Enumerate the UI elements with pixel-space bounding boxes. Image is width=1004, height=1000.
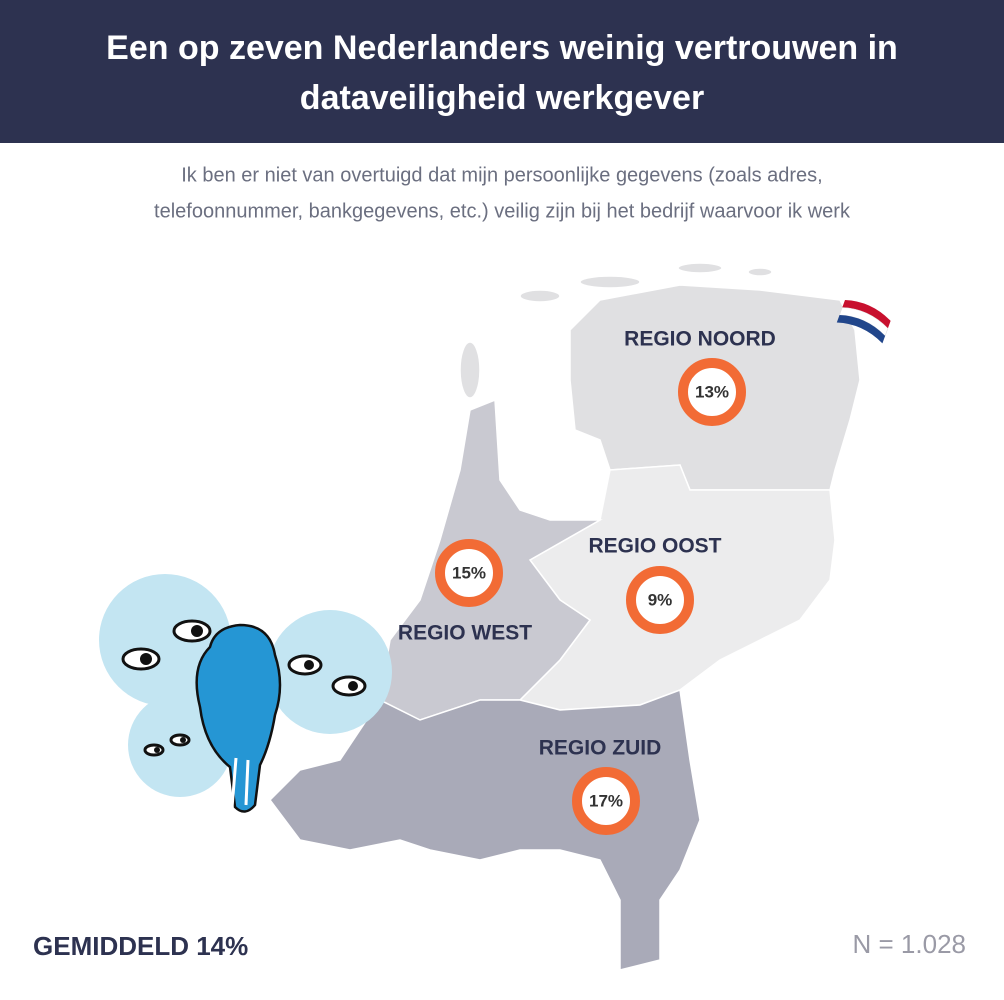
title-line: Een op zeven Nederlanders weinig vertrou… (106, 29, 898, 67)
subtitle-line: Ik ben er niet van overtuigd dat mijn pe… (181, 164, 822, 186)
figure (195, 623, 282, 813)
region-value: 17% (589, 791, 623, 810)
illustration (99, 574, 392, 813)
bubble (268, 610, 392, 734)
region-value: 13% (695, 382, 729, 401)
island (519, 289, 561, 303)
region-ring (435, 539, 503, 607)
region-ring (678, 358, 746, 426)
region-name: REGIO WEST (398, 622, 532, 645)
figure-legs (230, 757, 250, 809)
island (579, 275, 641, 289)
map (269, 262, 861, 971)
flag-stripe (842, 300, 891, 329)
sample-size: N = 1.028 (853, 929, 966, 959)
subtitle-line: telefoonnummer, bankgegevens, etc.) veil… (154, 200, 851, 222)
island (459, 341, 481, 399)
region-name: REGIO OOST (588, 535, 721, 558)
region-value: 15% (452, 563, 486, 582)
island (747, 267, 773, 277)
regions: REGIO NOORD 13% REGIO OOST 9% REGIO WEST 15% R… (398, 328, 776, 835)
region-zuid (269, 688, 701, 971)
flag-stripe (836, 315, 886, 344)
region-name: REGIO NOORD (624, 328, 776, 351)
average: GEMIDDELD 14% (33, 931, 248, 961)
flag (836, 300, 891, 344)
pupils (140, 625, 358, 753)
header-band (0, 0, 1004, 143)
island (677, 262, 723, 274)
region-ring (572, 767, 640, 835)
title-line: dataveiligheid werkgever (300, 79, 704, 117)
region-ring (626, 566, 694, 634)
region-value: 9% (648, 590, 673, 609)
region-name: REGIO ZUID (539, 737, 662, 760)
